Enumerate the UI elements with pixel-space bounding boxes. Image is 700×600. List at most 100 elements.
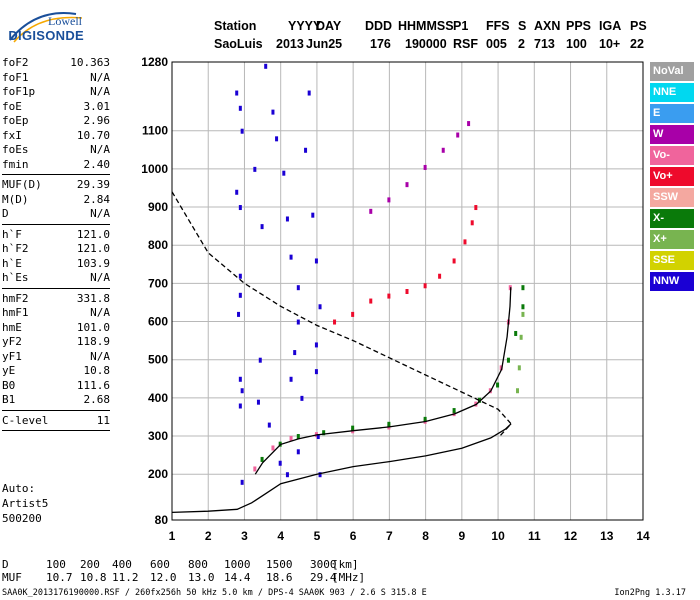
echo-point-x (452, 408, 456, 414)
echo-point-x (521, 304, 525, 310)
x-tick-label: 5 (314, 529, 321, 543)
param-key: C-level (2, 413, 49, 427)
param-row: h`F 121.0 (2, 228, 110, 243)
param-row: h`F2 121.0 (2, 242, 110, 257)
echo-point-nnw (271, 109, 275, 115)
param-row: fmin 2.40 (2, 158, 110, 173)
param-value: 10.70 (76, 128, 110, 142)
echo-point-nnw (253, 166, 257, 172)
echo-point-vo (423, 283, 427, 289)
param-value: 118.9 (76, 335, 110, 348)
echo-point-w (387, 197, 391, 203)
echo-point-nnw (267, 422, 271, 428)
header-label-9: PPS (566, 19, 592, 33)
y-tick-label: 800 (148, 238, 168, 252)
x-tick-label: 2 (205, 529, 212, 543)
param-value: 3.01 (83, 99, 111, 113)
header-value-0: SaoLuis (214, 37, 263, 51)
header-label-0: Station (214, 19, 257, 33)
autoscale-line2: Artist5 (2, 497, 49, 510)
echo-point-nnw (304, 147, 308, 153)
echo-point-nnw (296, 285, 300, 291)
echo-point-x (519, 334, 523, 340)
echo-point-x (423, 416, 427, 422)
echo-point-nnw (289, 254, 293, 260)
header-value-1: 2013 (276, 37, 304, 51)
echo-point-vo (333, 319, 337, 325)
echo-point-nnw (235, 189, 239, 195)
echo-point-nnw (235, 90, 239, 96)
d-value: 200 (80, 558, 100, 571)
param-value: N/A (90, 70, 110, 84)
param-value: 10.8 (83, 364, 111, 377)
d-value: 1500 (266, 558, 293, 571)
header-label-8: AXN (534, 19, 561, 33)
autoscale-line1: Auto: (2, 482, 36, 495)
echo-point-nnw (293, 350, 297, 356)
y-tick-label: 400 (148, 391, 168, 405)
legend-item-x: X- (650, 209, 694, 228)
echo-point-w (405, 182, 409, 188)
echo-point-w (467, 121, 471, 127)
x-tick-label: 1 (169, 529, 176, 543)
param-key: fxI (2, 128, 22, 142)
param-separator (2, 430, 110, 431)
echo-point-x (322, 430, 326, 436)
echo-point-vo (289, 435, 293, 441)
header-label-4: HHMMSS (398, 19, 454, 33)
param-row: MUF(D) 29.39 (2, 178, 110, 193)
legend-item-vo: Vo- (650, 146, 694, 165)
param-key: hmF1 (2, 306, 29, 319)
echo-point-nnw (238, 292, 242, 298)
echo-point-nnw (238, 105, 242, 111)
muf-value: 29.4 (310, 571, 337, 584)
plot-frame (171, 61, 644, 521)
echo-point-nnw (256, 399, 260, 405)
param-row: C-level 11 (2, 414, 110, 429)
echo-point-nnw (282, 170, 286, 176)
echo-point-nnw (311, 212, 315, 218)
d-value: 800 (188, 558, 208, 571)
param-value: 121.0 (76, 242, 110, 255)
echo-point-vo (499, 365, 503, 371)
param-row: foE 3.01 (2, 100, 110, 115)
x-tick-label: 10 (491, 529, 505, 543)
param-row: M(D) 2.84 (2, 193, 110, 208)
param-row: fxI 10.70 (2, 129, 110, 144)
d-value: 400 (112, 558, 132, 571)
param-value: 2.96 (83, 114, 111, 127)
echo-point-nnw (318, 472, 322, 478)
echo-point-nnw (240, 128, 244, 134)
echo-point-vo (463, 239, 467, 245)
curve-profile (171, 423, 512, 514)
param-key: foE (2, 99, 22, 113)
y-tick-label: 600 (148, 315, 168, 329)
footer-info: SAA0K_2013176190000.RSF / 260fx256h 50 k… (2, 588, 427, 598)
muf-value: 12.0 (150, 571, 177, 584)
header-value-11: 22 (630, 37, 644, 51)
echo-point-vo (474, 205, 478, 211)
param-key: h`E (2, 256, 22, 270)
header-label-7: S (518, 19, 527, 33)
param-row: hmF2 331.8 (2, 292, 110, 307)
param-row: foF2 10.363 (2, 56, 110, 71)
echo-point-nnw (238, 273, 242, 279)
echo-point-x (516, 388, 520, 394)
echo-point-vo (387, 293, 391, 299)
param-value: 11 (96, 413, 110, 427)
param-value: 111.6 (76, 378, 110, 392)
echo-point-x (521, 285, 525, 291)
echo-point-nnw (314, 342, 318, 348)
param-key: hmF2 (2, 291, 29, 305)
legend: NoVal NNE E W Vo- Vo+ SSW X- X+ SSE NNW (650, 62, 694, 293)
param-key: yF1 (2, 349, 22, 363)
x-tick-label: 8 (422, 529, 429, 543)
x-tick-label: 7 (386, 529, 393, 543)
header-value-7: 2 (518, 37, 525, 51)
echo-point-nnw (258, 357, 262, 363)
param-value: 10.363 (70, 56, 110, 69)
echo-point-nnw (275, 136, 279, 142)
x-tick-label: 13 (600, 529, 614, 543)
echo-point-nnw (240, 388, 244, 394)
echo-point-x (387, 421, 391, 427)
